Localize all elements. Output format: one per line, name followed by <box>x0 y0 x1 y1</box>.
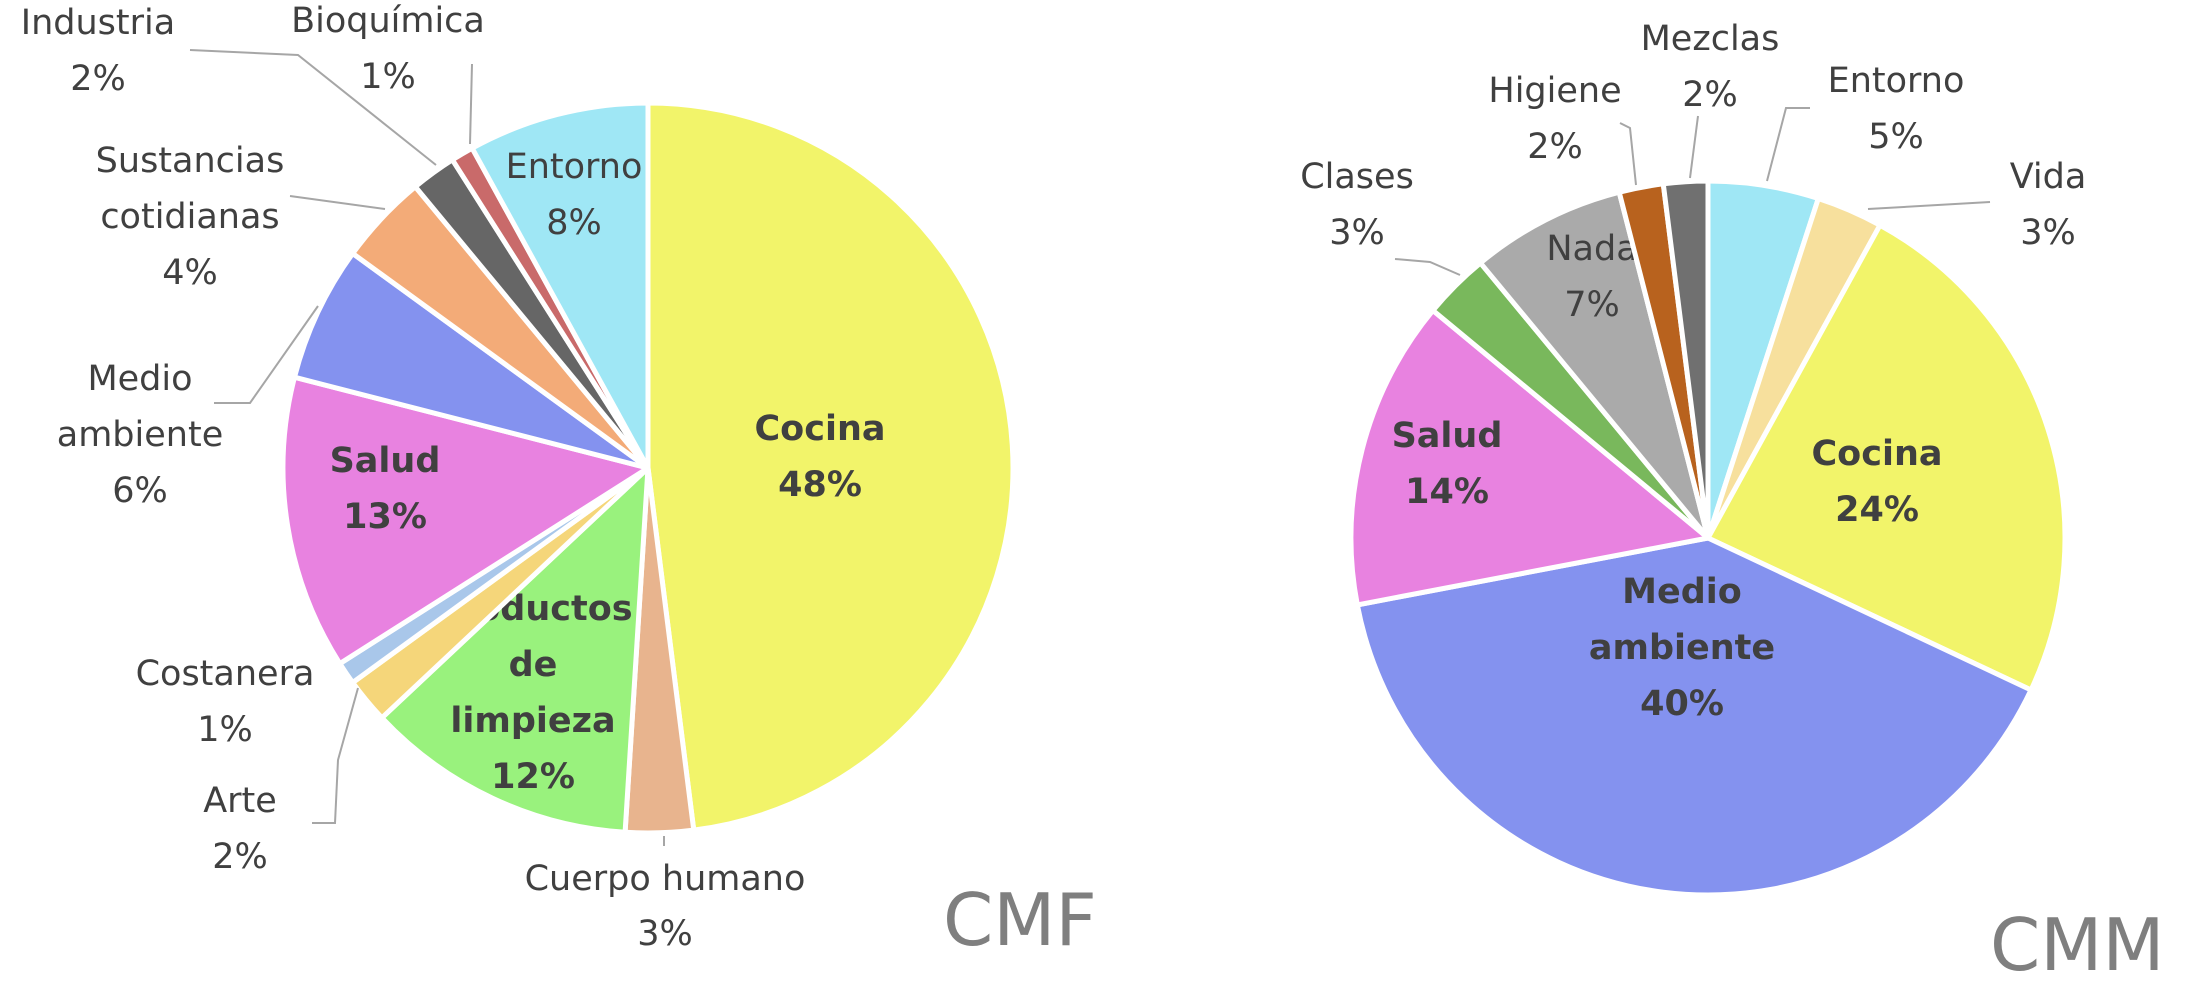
data-label-cmf-salud: Salud <box>330 441 441 481</box>
data-label-cmf-cocina-percent: 48% <box>778 465 862 505</box>
data-label-cmm-vida-percent: 3% <box>2020 213 2076 253</box>
data-label-cmm-nada-percent: 7% <box>1564 285 1620 325</box>
slice-cmf-entorno <box>469 100 651 471</box>
leader-line-cmf-medio-ambiente <box>214 305 319 404</box>
data-label-cmf-industria: Industria <box>21 3 175 43</box>
data-label-cmm-higiene-percent: 2% <box>1527 127 1583 167</box>
leader-line-cmm-vida <box>1867 201 1991 210</box>
data-label-cmm-entorno: Entorno <box>1828 61 1965 101</box>
data-label-cmf-sustancias-cotidianas: cotidianas <box>100 197 279 237</box>
data-label-cmf-productos-de-limpieza: de <box>509 645 558 685</box>
data-label-cmm-medio-ambiente: ambiente <box>1589 628 1775 668</box>
data-label-cmf-costanera-percent: 1% <box>197 710 253 750</box>
data-label-cmm-higiene: Higiene <box>1488 71 1621 111</box>
leader-line-cmf-industria <box>189 49 437 166</box>
data-label-cmm-cocina: Cocina <box>1811 434 1942 474</box>
data-label-cmf-salud-percent: 13% <box>343 497 427 537</box>
data-label-cmf-productos-de-limpieza: limpieza <box>450 701 615 741</box>
pie-chart-cmm: Entorno 5% Vida 3% Cocina 24% Medio ambiente 40%… <box>1300 19 2087 898</box>
data-label-cmf-medio-ambiente: Medio <box>87 359 192 399</box>
data-label-cmm-mezclas-percent: 2% <box>1682 75 1738 115</box>
data-label-cmm-nada: Nada <box>1546 229 1637 269</box>
data-label-cmm-salud: Salud <box>1392 416 1503 456</box>
leader-line-cmf-sustancias-cotidianas <box>289 195 386 210</box>
leader-line-cmf-arte <box>312 687 359 824</box>
leader-line-cmm-mezclas <box>1689 115 1699 179</box>
data-label-cmf-arte-percent: 2% <box>212 837 268 877</box>
data-label-cmf-industria-percent: 2% <box>70 59 126 99</box>
data-label-cmf-bioquimica: Bioquímica <box>291 1 485 41</box>
data-label-cmm-clases-percent: 3% <box>1329 213 1385 253</box>
chart-title-cmf: CMF <box>943 878 1097 962</box>
slice-cmm-cocina <box>1705 222 2068 693</box>
data-label-cmf-medio-ambiente-percent: 6% <box>112 471 168 511</box>
data-label-cmf-cocina: Cocina <box>754 409 885 449</box>
slice-cmm-medio-ambiente <box>1354 535 2034 898</box>
chart-title-cmm: CMM <box>1990 903 2165 986</box>
slice-cmm-salud <box>1348 307 1711 608</box>
leader-line-cmm-clases <box>1394 258 1461 276</box>
data-label-cmf-cuerpo-humano-percent: 3% <box>637 914 693 954</box>
data-label-cmm-clases: Clases <box>1300 157 1414 197</box>
slice-cmf-salud <box>280 374 651 667</box>
data-label-cmf-productos-de-limpieza-percent: 12% <box>491 757 575 797</box>
data-label-cmf-costanera: Costanera <box>136 654 315 694</box>
data-label-cmm-cocina-percent: 24% <box>1835 490 1919 530</box>
data-label-cmm-vida: Vida <box>2010 157 2087 197</box>
data-label-cmf-sustancias-cotidianas: Sustancias <box>96 141 285 181</box>
data-label-cmf-medio-ambiente: ambiente <box>57 415 223 455</box>
data-label-cmf-bioquimica-percent: 1% <box>360 57 416 97</box>
data-label-cmm-medio-ambiente: Medio <box>1622 572 1742 612</box>
leader-line-cmm-entorno <box>1766 107 1810 182</box>
data-label-cmf-entorno: Entorno <box>506 147 643 187</box>
slice-cmm-nada <box>1477 189 1711 541</box>
slice-cmm-mezclas <box>1660 178 1711 541</box>
leader-line-cmm-higiene <box>1619 122 1637 186</box>
leader-line-cmf-bioquimica <box>469 63 473 145</box>
data-label-cmm-medio-ambiente-percent: 40% <box>1640 684 1724 724</box>
data-label-cmf-cuerpo-humano: Cuerpo humano <box>525 859 806 899</box>
slice-cmf-cocina <box>645 100 1016 833</box>
data-label-cmf-entorno-percent: 8% <box>546 203 602 243</box>
slice-cmf-productos-de-limpieza <box>379 465 651 835</box>
slice-cmf-medio-ambiente <box>291 250 651 471</box>
data-label-cmf-sustancias-cotidianas-percent: 4% <box>162 253 218 293</box>
data-label-cmm-entorno-percent: 5% <box>1868 117 1924 157</box>
data-label-cmm-salud-percent: 14% <box>1405 472 1489 512</box>
data-label-cmm-mezclas: Mezclas <box>1641 19 1780 59</box>
data-label-cmf-arte: Arte <box>203 781 277 821</box>
